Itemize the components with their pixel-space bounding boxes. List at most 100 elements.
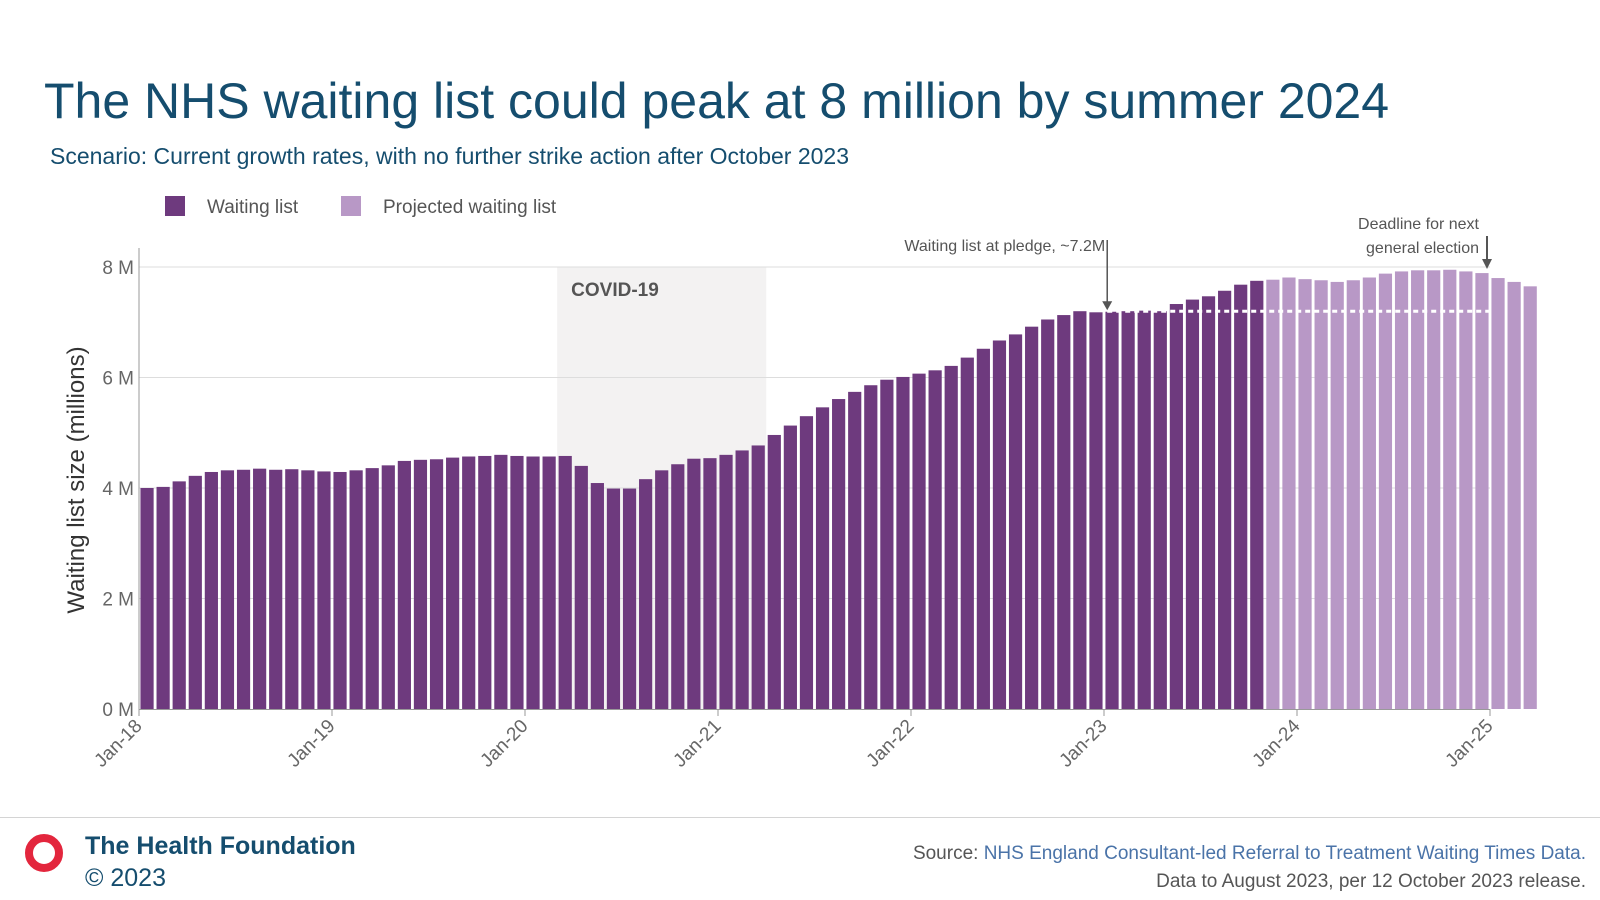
x-tick-label: Jan-19 — [284, 716, 340, 772]
chart-title: The NHS waiting list could peak at 8 mil… — [44, 73, 1390, 129]
bar — [639, 479, 653, 709]
bar — [220, 470, 235, 709]
bar — [253, 468, 267, 709]
bar — [526, 456, 540, 709]
bar — [510, 455, 524, 709]
bar — [1507, 281, 1521, 709]
bar — [1298, 279, 1312, 709]
bar — [1362, 277, 1376, 709]
legend-swatch-waiting-list — [165, 196, 185, 216]
bar — [1250, 280, 1264, 709]
bar — [944, 365, 958, 709]
bar — [381, 465, 395, 709]
bar — [1475, 273, 1489, 709]
y-axis: 0 M 2 M 4 M 6 M 8 M — [102, 248, 140, 721]
y-axis-title: Waiting list size (millions) — [63, 346, 90, 613]
copyright: © 2023 — [85, 864, 166, 892]
bar — [317, 471, 331, 709]
bar — [1169, 304, 1183, 709]
bar — [462, 456, 476, 709]
bar — [397, 460, 411, 709]
data-note: Data to August 2023, per 12 October 2023… — [1156, 871, 1586, 892]
bar — [1089, 312, 1103, 709]
bar — [269, 469, 283, 709]
bar — [864, 385, 878, 709]
bar — [1153, 311, 1167, 709]
pledge-annotation: Waiting list at pledge, ~7.2M — [904, 238, 1105, 255]
bar — [590, 483, 604, 709]
election-arrowhead — [1482, 259, 1492, 269]
source-note: Source: NHS England Consultant-led Refer… — [913, 843, 1586, 865]
legend-label-projected: Projected waiting list — [383, 197, 557, 218]
bar — [140, 488, 154, 709]
bar — [285, 469, 299, 709]
legend: Waiting list Projected waiting list — [165, 196, 557, 218]
bar — [156, 486, 170, 709]
bar — [896, 376, 910, 709]
bar — [1105, 311, 1119, 709]
bar — [413, 459, 428, 709]
bar — [574, 465, 588, 709]
election-annotation-line2: general election — [1366, 240, 1479, 257]
bar — [542, 456, 556, 709]
bar — [1411, 270, 1425, 709]
y-tick-label: 4 M — [102, 479, 134, 500]
bar — [703, 458, 717, 709]
legend-swatch-projected — [341, 196, 361, 216]
bar — [1025, 326, 1039, 709]
bar — [848, 391, 862, 709]
y-tick-label: 6 M — [102, 369, 134, 390]
bar — [1137, 310, 1151, 709]
source-link[interactable]: NHS England Consultant-led Referral to T… — [983, 843, 1586, 864]
bar — [751, 445, 765, 709]
bar — [333, 471, 347, 709]
bar — [446, 457, 460, 709]
bar — [1314, 280, 1328, 709]
bar — [671, 464, 685, 709]
bar — [1378, 273, 1393, 709]
bar — [494, 454, 508, 709]
x-tick-label: Jan-20 — [477, 716, 533, 772]
bar — [655, 470, 669, 709]
x-tick-label: Jan-23 — [1056, 716, 1112, 772]
x-tick-label: Jan-22 — [863, 716, 919, 772]
source-prefix: Source: — [912, 843, 984, 864]
bar — [1218, 290, 1232, 709]
bar — [1491, 278, 1505, 709]
chart-subtitle: Scenario: Current growth rates, with no … — [50, 143, 849, 169]
bar — [976, 348, 990, 709]
bar — [204, 471, 218, 709]
bar — [606, 488, 621, 709]
x-tick-label: Jan-25 — [1442, 716, 1498, 772]
health-foundation-logo-icon — [25, 834, 63, 872]
bar — [1008, 334, 1023, 709]
covid-label: COVID-19 — [571, 280, 659, 301]
bar — [1266, 279, 1280, 709]
y-tick-label: 0 M — [102, 700, 134, 721]
bar — [365, 468, 379, 709]
bar — [1201, 296, 1216, 709]
bar — [236, 469, 251, 709]
bar — [880, 379, 894, 709]
bar — [815, 407, 830, 709]
bar — [1523, 286, 1537, 709]
pledge-arrowhead — [1102, 301, 1113, 311]
bar — [1459, 271, 1473, 709]
bar — [767, 434, 781, 709]
bar — [1282, 277, 1296, 709]
bar — [687, 458, 701, 709]
x-tick-label: Jan-18 — [91, 716, 147, 772]
election-annotation-line1: Deadline for next — [1358, 216, 1480, 233]
bar — [301, 470, 315, 709]
bar — [429, 459, 444, 709]
org-name: The Health Foundation — [85, 832, 356, 860]
bar — [349, 470, 363, 709]
bar — [1427, 270, 1441, 709]
bar — [1041, 319, 1055, 709]
bar — [188, 475, 202, 709]
bar — [1394, 271, 1409, 709]
x-tick-label: Jan-21 — [670, 716, 726, 772]
bar — [1073, 311, 1087, 709]
bar — [622, 488, 637, 709]
bar — [1057, 315, 1071, 709]
